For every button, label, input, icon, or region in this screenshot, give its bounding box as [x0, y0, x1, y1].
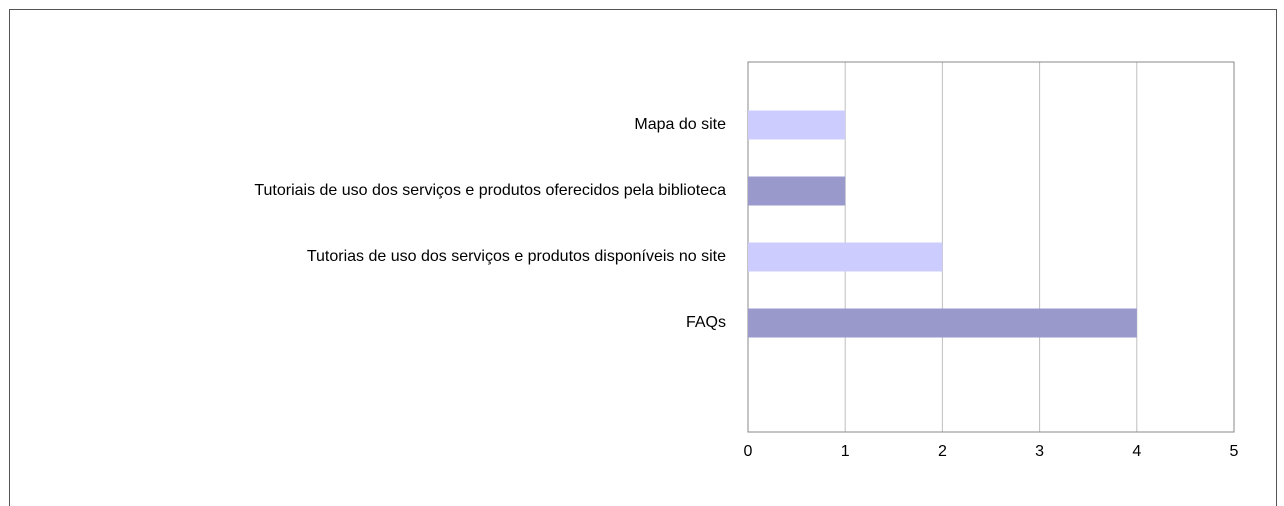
y-tick-label: Tutoriais de uso dos serviços e produtos… — [254, 182, 726, 199]
bar — [748, 242, 943, 272]
x-tick-label: 0 — [744, 443, 753, 460]
y-tick-label: Tutorias de uso dos serviços e produtos … — [307, 248, 726, 265]
x-tick-label: 1 — [841, 443, 850, 460]
x-tick-label: 5 — [1230, 443, 1239, 460]
x-tick-label: 3 — [1035, 443, 1044, 460]
chart-border — [9, 9, 1277, 506]
bar — [748, 176, 846, 206]
x-tick-label: 4 — [1132, 443, 1141, 460]
bar — [748, 110, 846, 140]
bar — [748, 308, 1137, 338]
y-tick-label: FAQs — [686, 314, 726, 331]
x-tick-label: 2 — [938, 443, 947, 460]
y-tick-label: Mapa do site — [634, 116, 726, 133]
